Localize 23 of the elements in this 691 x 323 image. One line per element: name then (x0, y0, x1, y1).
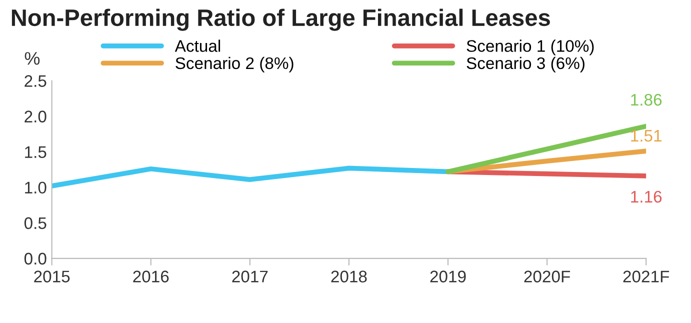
y-tick-label: 1.5 (25, 146, 46, 158)
legend-label: Scenario 3 (6%) (466, 56, 584, 72)
legend-label: Scenario 1 (10%) (466, 40, 594, 56)
data-label: 1.86 (631, 94, 662, 106)
x-tick-label: 2020F (524, 270, 570, 282)
x-tick-label: 2018 (331, 270, 367, 282)
line-series (52, 166, 450, 188)
chart-title: Non-Performing Ratio of Large Financial Leases (12, 8, 550, 31)
y-tick-label: 0.0 (24, 252, 46, 265)
legend-label: Scenario 2 (8%) (176, 56, 294, 72)
x-tick-label: 2017 (232, 270, 268, 282)
x-tick-label: 2016 (133, 270, 169, 282)
y-tick-label: 1.0 (25, 182, 46, 194)
x-tick-label: 2019 (430, 270, 466, 282)
y-tick-label: 0.5 (24, 217, 46, 230)
x-tick-label: 2015 (34, 270, 70, 282)
data-label: 1.16 (631, 190, 662, 203)
y-tick-label: 2.5 (24, 75, 46, 87)
y-axis-title: % (24, 52, 40, 65)
x-tick-label: 2021F (623, 270, 670, 282)
legend-label: Actual (174, 40, 220, 52)
y-tick-label: 2.0 (24, 110, 46, 122)
data-label: 1.51 (631, 130, 662, 142)
